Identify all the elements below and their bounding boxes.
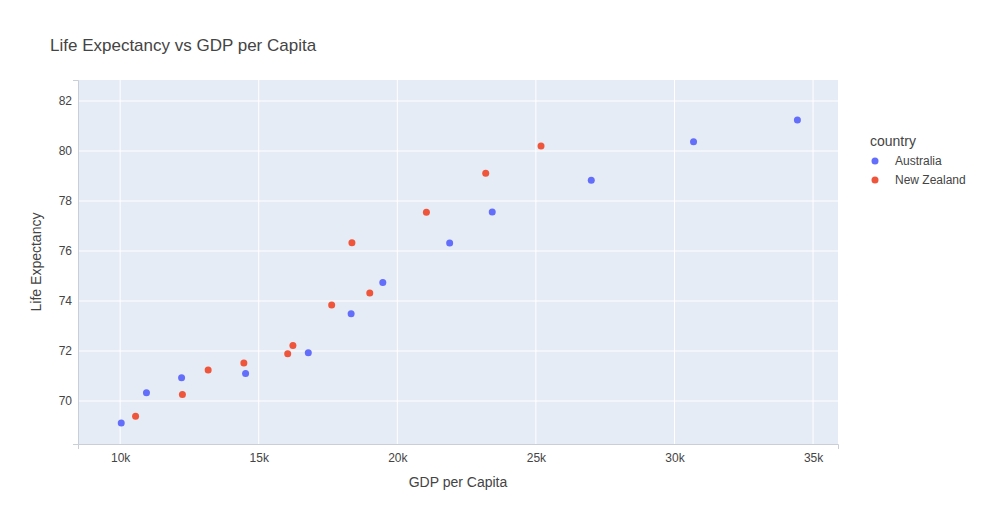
y-tick-label: 78: [59, 194, 73, 208]
y-axis: 70 72 74 76 78 80 82: [59, 81, 79, 445]
x-tick-mark: [397, 444, 398, 449]
x-axis: 10k 15k 20k 25k 30k 35k: [79, 444, 839, 465]
y-tick-mark: [73, 351, 78, 352]
x-tick: 30k: [665, 444, 685, 465]
point: [348, 310, 355, 317]
point: [423, 209, 430, 216]
y-grid-line: [78, 151, 838, 152]
y-tick: 72: [59, 344, 78, 358]
y-grid-line: [78, 401, 838, 402]
y-tick-mark: [73, 101, 78, 102]
point: [794, 117, 801, 124]
x-tick: 15k: [250, 444, 270, 465]
points: [118, 117, 801, 427]
x-tick-label: 30k: [665, 451, 685, 465]
y-tick-label: 72: [59, 344, 73, 358]
point: [366, 290, 373, 297]
y-tick-mark: [73, 201, 78, 202]
y-axis-title: Life Expectancy: [28, 213, 44, 312]
x-axis-line: [79, 445, 839, 450]
point: [178, 374, 185, 381]
point: [328, 302, 335, 309]
y-tick: 76: [59, 244, 78, 258]
y-tick-mark: [73, 401, 78, 402]
x-tick-label: 20k: [388, 451, 408, 465]
point: [588, 177, 595, 184]
x-tick-label: 25k: [527, 451, 547, 465]
legend: country Australia New Zealand: [870, 133, 966, 187]
y-tick-label: 80: [59, 144, 73, 158]
legend-title: country: [870, 133, 916, 149]
y-tick: 70: [59, 394, 78, 408]
y-tick-label: 70: [59, 394, 73, 408]
point: [179, 391, 186, 398]
point: [118, 420, 125, 427]
x-tick-mark: [536, 444, 537, 449]
legend-label: Australia: [895, 154, 942, 168]
x-grid-line: [674, 80, 675, 444]
point: [240, 360, 247, 367]
x-tick-mark: [674, 444, 675, 449]
plot-background: [78, 80, 838, 444]
y-tick-label: 76: [59, 244, 73, 258]
y-tick-mark: [73, 301, 78, 302]
point: [284, 350, 291, 357]
x-grid-line: [120, 80, 121, 444]
legend-marker: [872, 158, 879, 165]
y-tick: 78: [59, 194, 78, 208]
point: [482, 170, 489, 177]
point: [205, 367, 212, 374]
point: [348, 239, 355, 246]
x-tick-label: 35k: [804, 451, 824, 465]
point: [690, 138, 697, 145]
y-grid-line: [78, 101, 838, 102]
x-tick: 35k: [804, 444, 824, 465]
point: [446, 240, 453, 247]
x-tick: 10k: [111, 444, 131, 465]
title: Life Expectancy vs GDP per Capita: [50, 36, 317, 55]
y-tick-label: 74: [59, 294, 73, 308]
x-tick-mark: [259, 444, 260, 449]
x-grid-line: [258, 80, 259, 444]
x-tick-mark: [813, 444, 814, 449]
x-tick: 20k: [388, 444, 408, 465]
point: [143, 389, 150, 396]
y-grid-line: [78, 351, 838, 352]
point: [538, 143, 545, 150]
y-tick: 80: [59, 144, 78, 158]
x-tick-label: 15k: [250, 451, 270, 465]
legend-label: New Zealand: [895, 173, 966, 187]
x-grid-line: [535, 80, 536, 444]
y-grid-line: [78, 251, 838, 252]
chart: 10k 15k 20k 25k 30k 35k 70 72 74 76 78 80 82 Life Exp…: [0, 0, 983, 525]
y-grid-line: [78, 201, 838, 202]
point: [379, 279, 386, 286]
point: [305, 349, 312, 356]
x-grid-line: [397, 80, 398, 444]
y-tick-label: 82: [59, 94, 73, 108]
x-grid-line: [813, 80, 814, 444]
x-tick-label: 10k: [111, 451, 131, 465]
y-tick-mark: [73, 251, 78, 252]
x-tick-mark: [120, 444, 121, 449]
x-axis-title: GDP per Capita: [409, 474, 508, 490]
legend-marker: [872, 177, 879, 184]
y-tick: 82: [59, 94, 78, 108]
y-tick-mark: [73, 151, 78, 152]
point: [242, 370, 249, 377]
y-axis-line: [73, 81, 79, 445]
point: [132, 413, 139, 420]
x-tick: 25k: [527, 444, 547, 465]
y-tick: 74: [59, 294, 78, 308]
point: [489, 209, 496, 216]
y-grid-line: [78, 301, 838, 302]
grid: [78, 80, 838, 444]
point: [289, 342, 296, 349]
